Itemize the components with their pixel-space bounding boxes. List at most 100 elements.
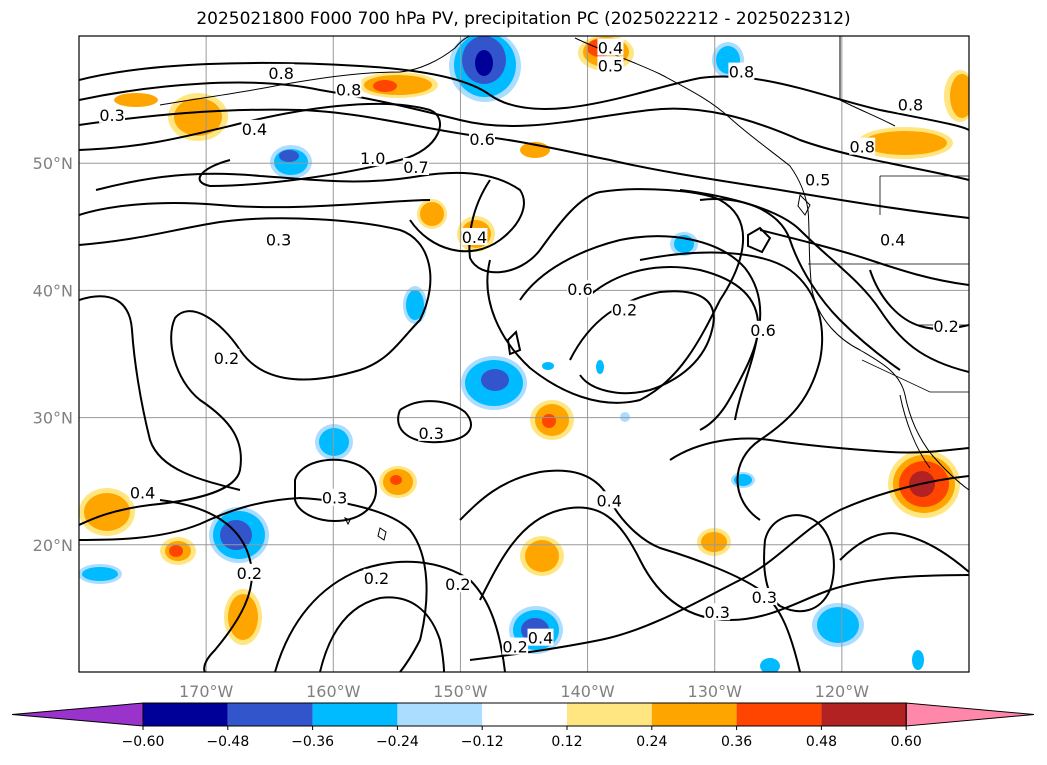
colorbar: −0.60 −0.48 −0.36 −0.24 −0.12 0.12 0.24 0.36 0.4…	[11, 702, 1035, 750]
contour-label: 0.4	[598, 38, 623, 57]
contour-label: 0.2	[445, 575, 470, 594]
colorbar-segment	[821, 703, 907, 726]
contour-label: 0.2	[933, 317, 958, 336]
longitude-label: 160°W	[306, 682, 361, 701]
contour-label: 1.0	[360, 149, 385, 168]
contour-label: 0.6	[750, 321, 775, 340]
contour-label-bg	[461, 227, 488, 245]
contour-label-bg	[321, 488, 348, 506]
contour-label: 0.4	[880, 231, 905, 250]
contour-label: 0.5	[598, 56, 623, 75]
contour-label-bg	[597, 56, 624, 74]
precip-shading-positive	[79, 36, 969, 645]
colorbar-segment	[312, 703, 398, 726]
longitude-label: 120°W	[815, 682, 870, 701]
contour-label-bg	[265, 230, 292, 248]
latitude-label: 50°N	[33, 154, 73, 173]
contour-label: 0.8	[849, 138, 874, 157]
pv-contour-labels: 0.80.40.30.80.40.5 0.80.80.61.0 0.70.80.50…	[99, 38, 960, 657]
colorbar-tick-label: −0.12	[461, 734, 504, 750]
contour-label: 0.6	[567, 280, 592, 299]
contour-label-bg	[469, 130, 496, 148]
contour-label-bg	[236, 563, 263, 581]
map-title: 2025021800 F000 700 hPa PV, precipitatio…	[196, 9, 851, 29]
contour-label-bg	[418, 423, 445, 441]
contour-label-bg	[596, 491, 623, 509]
colorbar-tick-label: −0.24	[376, 734, 419, 750]
contour-label: 0.2	[364, 569, 389, 588]
contour-label: 0.5	[805, 171, 830, 190]
contour-label: 0.4	[130, 484, 155, 503]
latitude-labels: 20°N 30°N 40°N 50°N	[33, 154, 73, 555]
colorbar-segment	[482, 703, 567, 726]
contour-label: 0.2	[612, 300, 637, 319]
colorbar-tick-label: −0.60	[122, 734, 165, 750]
contour-label-bg	[527, 628, 554, 646]
graticule	[79, 36, 969, 672]
contour-label-bg	[704, 603, 731, 621]
latitude-label: 20°N	[33, 536, 73, 555]
map-frame	[78, 35, 970, 673]
contour-label-bg	[241, 119, 268, 137]
colorbar-tick-label: 0.12	[551, 734, 582, 750]
country-borders	[808, 175, 969, 393]
longitude-label: 170°W	[179, 682, 234, 701]
longitude-label: 140°W	[560, 682, 615, 701]
colorbar-segment	[736, 703, 822, 726]
contour-label: 0.4	[242, 120, 267, 139]
colorbar-segment	[397, 703, 483, 726]
contour-label-bg	[213, 348, 240, 366]
contour-label-bg	[566, 280, 593, 298]
contour-label: 0.2	[502, 638, 527, 657]
contour-label-bg	[268, 63, 295, 81]
contour-label: 0.3	[752, 588, 777, 607]
colorbar-segment	[651, 703, 737, 726]
contour-label: 0.3	[322, 489, 347, 508]
contour-label: 0.2	[237, 564, 262, 583]
pv-contours	[79, 61, 969, 672]
contour-label: 0.3	[266, 231, 291, 250]
contour-label: 0.3	[99, 106, 124, 125]
colorbar-tick-label: −0.36	[291, 734, 334, 750]
colorbar-segment	[567, 703, 652, 726]
contour-label: 0.8	[729, 63, 754, 82]
latitude-label: 40°N	[33, 281, 73, 300]
contour-label: 0.2	[214, 349, 239, 368]
contour-label-bg	[402, 158, 429, 176]
contour-label-bg	[751, 587, 778, 605]
contour-label-bg	[804, 170, 831, 188]
coastlines	[159, 36, 969, 541]
contour-label-bg	[728, 62, 755, 80]
contour-label: 0.4	[528, 629, 553, 648]
latitude-label: 30°N	[33, 409, 73, 428]
contour-label-bg	[879, 230, 906, 248]
contour-label-bg	[897, 95, 924, 113]
colorbar-tick-label: 0.60	[891, 734, 922, 750]
contour-label: 0.8	[898, 96, 923, 115]
colorbar-frame	[142, 702, 907, 727]
contour-label-bg	[849, 137, 876, 155]
longitude-label: 130°W	[688, 682, 743, 701]
contour-label-bg	[750, 320, 777, 338]
contour-label-bg	[444, 575, 471, 593]
colorbar-segment	[143, 703, 228, 726]
colorbar-tick-label: −0.48	[206, 734, 249, 750]
colorbar-tick-label: 0.24	[636, 734, 667, 750]
contour-label: 0.4	[462, 228, 487, 247]
colorbar-extend-min	[11, 702, 144, 727]
contour-label-bg	[502, 637, 529, 655]
colorbar-extend-max	[905, 702, 1035, 727]
colorbar-tick-label: 0.36	[721, 734, 752, 750]
contour-label-bg	[335, 80, 362, 98]
contour-label-bg	[363, 568, 390, 586]
contour-label-bg	[611, 300, 638, 318]
contour-label: 0.3	[705, 603, 730, 622]
contour-label-bg	[597, 38, 624, 56]
contour-label: 0.8	[268, 64, 293, 83]
longitude-labels: 170°W 160°W 150°W 140°W 130°W 120°W	[179, 682, 869, 701]
colorbar-tick-label: 0.48	[806, 734, 837, 750]
contour-label-bg	[129, 483, 156, 501]
contour-label: 0.6	[469, 130, 494, 149]
contour-label-bg	[359, 149, 386, 167]
